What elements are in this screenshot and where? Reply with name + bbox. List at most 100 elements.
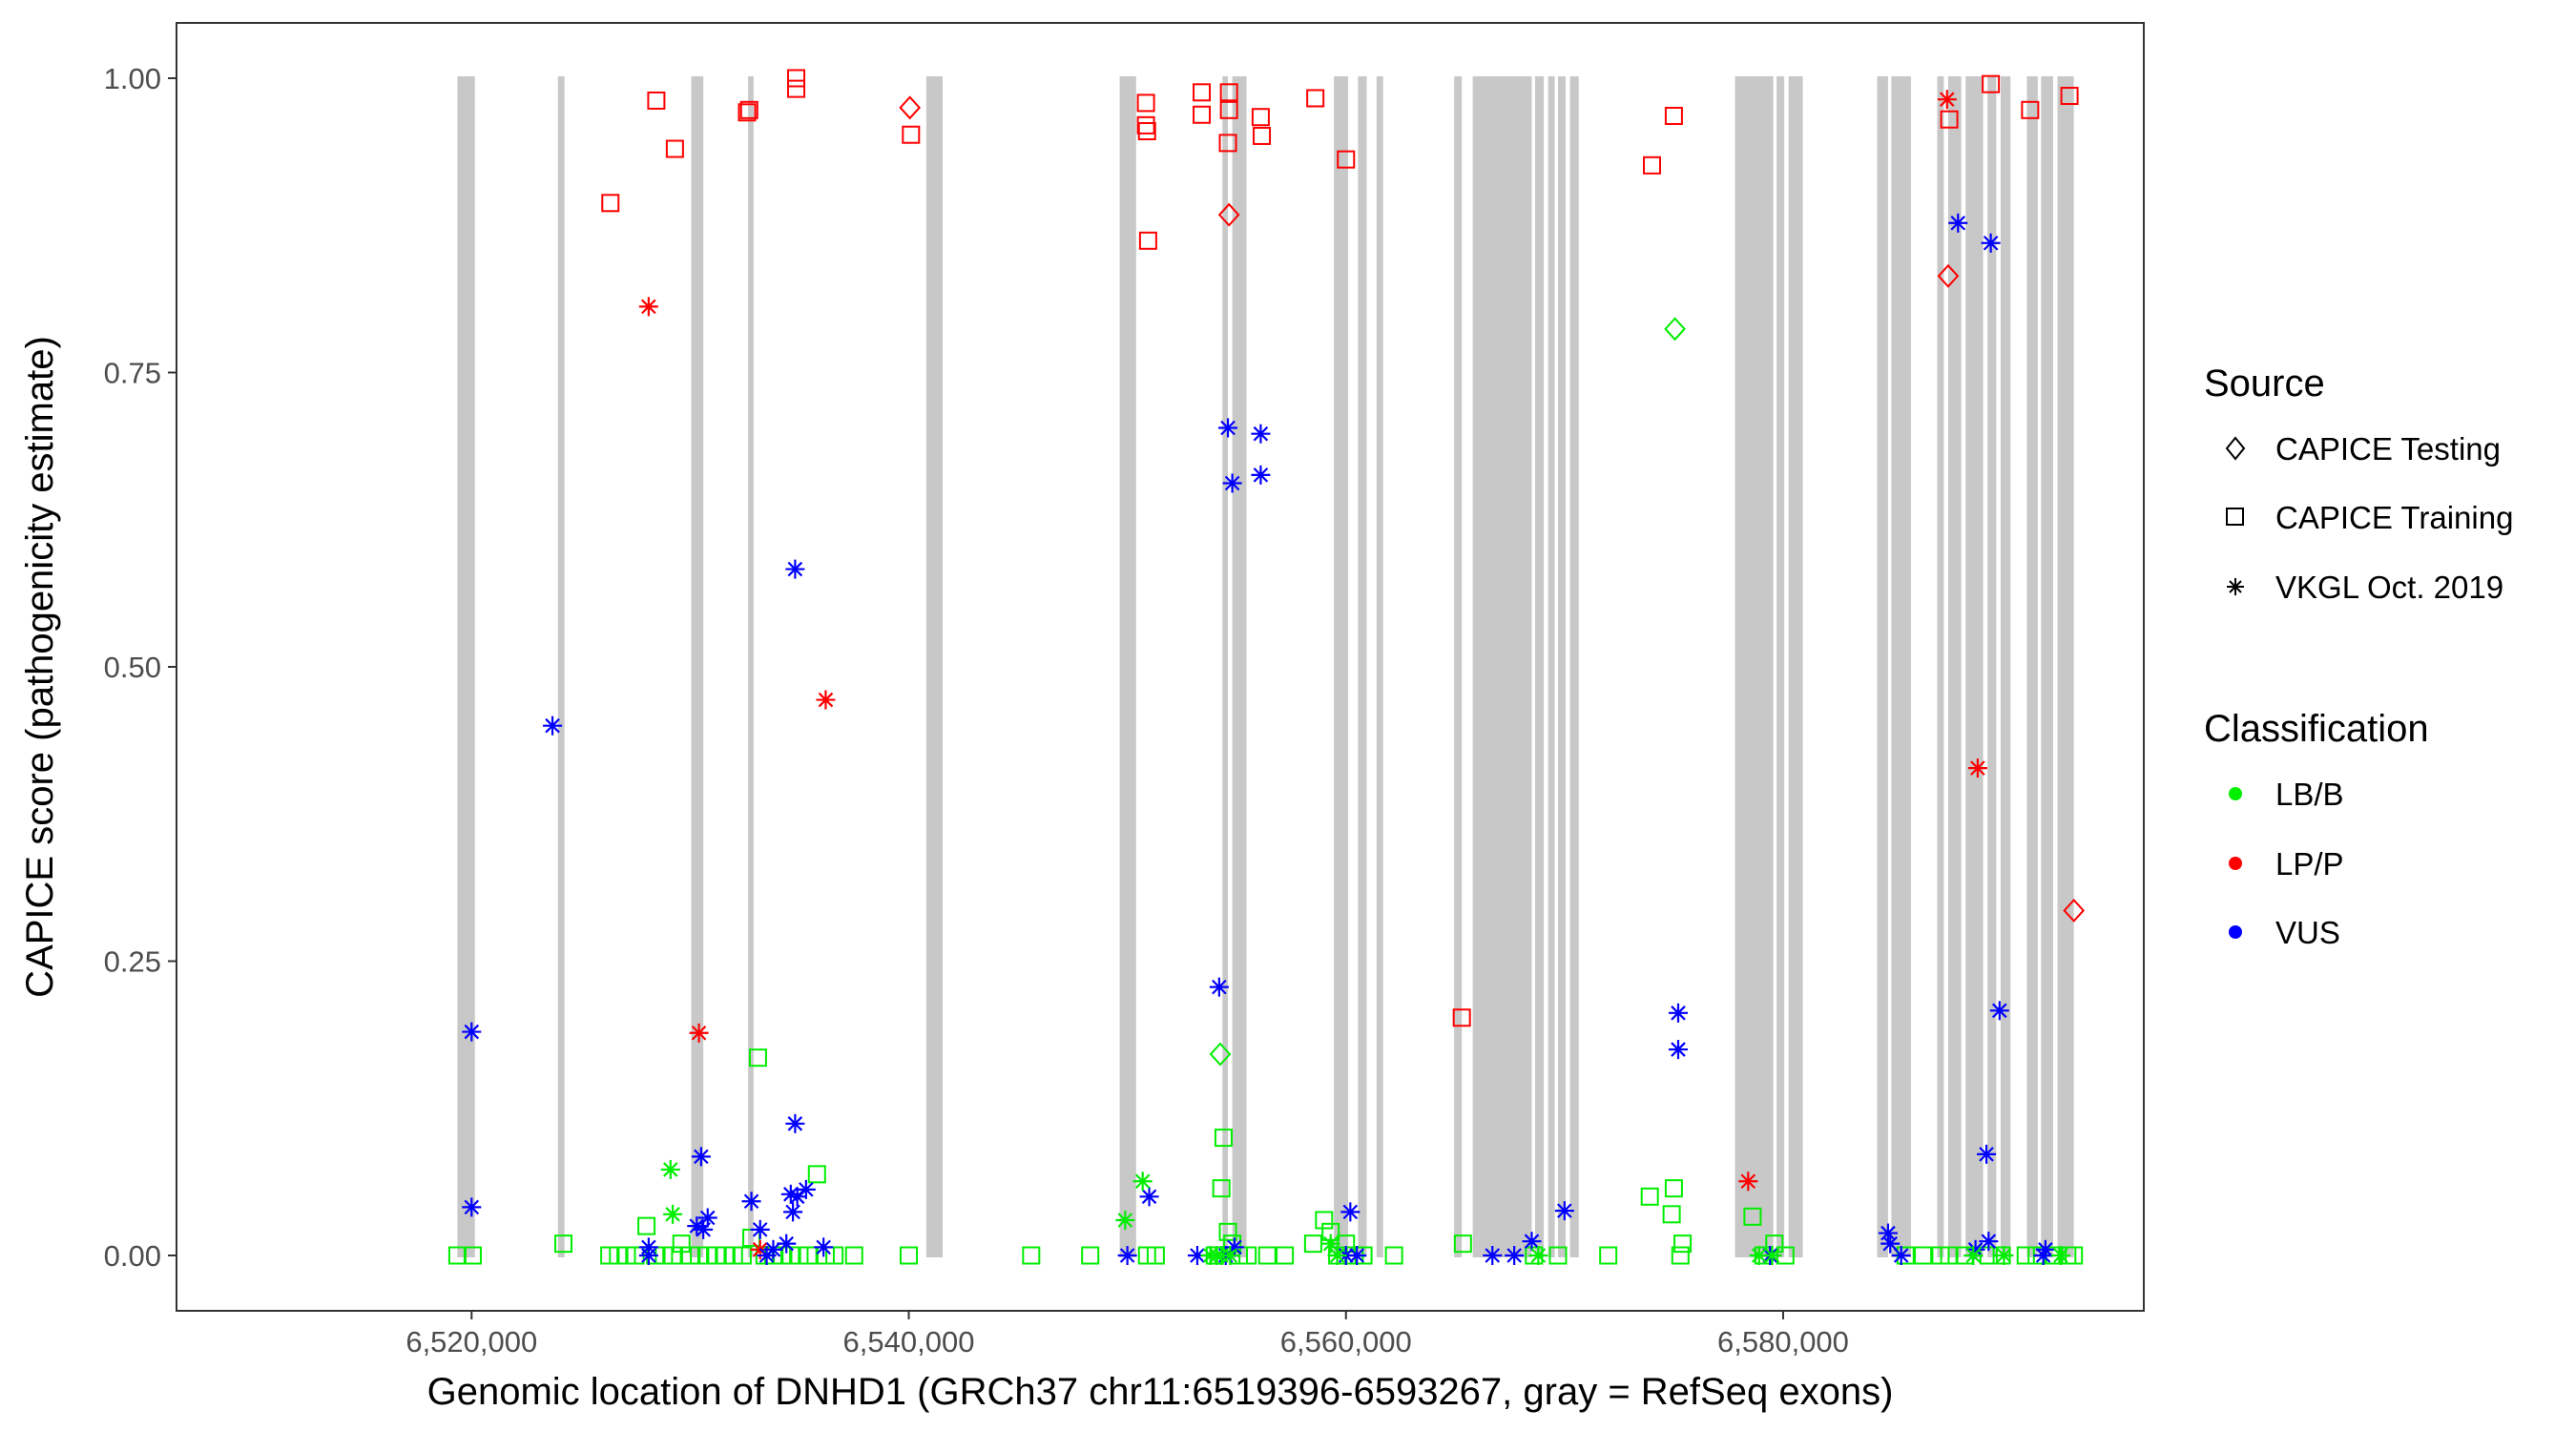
data-point-asterisk — [814, 1237, 834, 1257]
exon-band — [1472, 75, 1532, 1258]
data-point-asterisk — [1937, 90, 1957, 110]
data-point-asterisk — [697, 1208, 717, 1228]
exon-band — [925, 75, 944, 1258]
y-tick-label: 1.00 — [104, 62, 161, 95]
data-point-square — [1671, 1246, 1690, 1265]
y-axis-title: CAPICE score (pathogenicity estimate) — [19, 336, 61, 998]
exon-band — [1358, 75, 1367, 1258]
data-point-asterisk — [660, 1159, 680, 1179]
data-point-asterisk — [785, 1113, 805, 1133]
data-point-square — [1218, 134, 1237, 153]
data-point-asterisk — [1668, 1003, 1688, 1023]
data-point-square — [637, 1216, 656, 1235]
data-point-square — [1136, 93, 1155, 113]
exon-band — [748, 75, 754, 1258]
data-point-asterisk — [1483, 1246, 1503, 1266]
data-point-asterisk — [1738, 1172, 1758, 1192]
y-tick-label: 0.25 — [104, 945, 161, 979]
legend-item-capice-testing: CAPICE Testing — [2225, 431, 2501, 467]
data-point-asterisk — [1891, 1246, 1911, 1266]
legend-item-vkgl: VKGL Oct. 2019 — [2227, 570, 2503, 605]
data-point-asterisk — [1963, 1246, 1984, 1266]
data-point-square — [1743, 1207, 1762, 1226]
data-point-diamond — [899, 95, 922, 120]
data-point-asterisk — [816, 690, 836, 710]
data-point-square — [2060, 87, 2079, 106]
legend-source-label: CAPICE Training — [2275, 500, 2513, 535]
data-point-square — [1138, 231, 1157, 250]
data-point-asterisk — [663, 1204, 683, 1224]
legend-item-capice-training: CAPICE Training — [2226, 500, 2513, 535]
data-point-asterisk — [1505, 1246, 1525, 1266]
data-point-square — [1982, 74, 2001, 93]
data-point-asterisk — [1967, 758, 1987, 778]
exon-band — [1947, 75, 1962, 1258]
data-point-asterisk — [1115, 1210, 1135, 1230]
legend-source-label: VKGL Oct. 2019 — [2275, 570, 2503, 605]
data-point-square — [1219, 83, 1238, 102]
y-tick-label: 0.50 — [104, 651, 161, 684]
legend-class-label: LP/P — [2275, 846, 2344, 881]
data-point-square — [1548, 1246, 1568, 1265]
exon-band — [1548, 75, 1555, 1258]
data-point-square — [1136, 115, 1155, 135]
exon-band — [1534, 75, 1545, 1258]
data-point-square — [1664, 1179, 1683, 1198]
legend-source-label: CAPICE Testing — [2275, 431, 2501, 467]
data-point-asterisk — [462, 1197, 482, 1217]
data-point-square — [1022, 1246, 1041, 1265]
exon-band — [1334, 75, 1349, 1258]
data-point-diamond — [1664, 317, 1686, 342]
exon-band — [1877, 75, 1888, 1258]
data-point-square — [647, 91, 666, 110]
data-point-square — [1276, 1246, 1295, 1265]
data-point-square — [1137, 122, 1156, 141]
data-point-square — [1146, 1246, 1165, 1265]
legend-source-title: Source — [2204, 363, 2325, 404]
data-point-asterisk — [763, 1239, 783, 1259]
data-point-square — [1315, 1211, 1334, 1230]
data-point-asterisk — [1347, 1246, 1367, 1266]
exon-band — [2026, 75, 2038, 1258]
legend-item-lbb: LB/B — [2229, 777, 2344, 812]
exon-band — [2041, 75, 2053, 1258]
exon-band — [1557, 75, 1567, 1258]
x-tick-label: 6,580,000 — [1717, 1325, 1849, 1358]
data-point-square — [1643, 156, 1661, 175]
legend-asterisk-icon — [2227, 578, 2244, 595]
data-point-square — [737, 103, 757, 122]
data-point-asterisk — [638, 1237, 658, 1257]
legend-dot-icon — [2229, 857, 2242, 870]
legend-dot-icon — [2229, 925, 2242, 939]
exon-band — [2057, 75, 2074, 1258]
data-point-square — [902, 125, 921, 144]
data-point-asterisk — [1139, 1187, 1159, 1207]
exon-band — [1376, 75, 1383, 1258]
data-point-asterisk — [1222, 473, 1242, 493]
data-point-square — [844, 1246, 863, 1265]
data-point-square — [554, 1234, 573, 1254]
exon-band — [2000, 75, 2011, 1258]
data-point-asterisk — [1762, 1246, 1782, 1266]
exon-band — [457, 75, 475, 1258]
x-tick-label: 6,540,000 — [843, 1325, 975, 1358]
data-point-asterisk — [1554, 1201, 1574, 1221]
data-point-square — [463, 1246, 482, 1265]
data-point-asterisk — [1522, 1232, 1542, 1252]
data-point-asterisk — [689, 1023, 709, 1043]
data-point-asterisk — [1994, 1246, 2014, 1266]
exon-band — [1776, 75, 1785, 1258]
data-point-square — [825, 1246, 844, 1265]
data-point-asterisk — [638, 297, 658, 317]
exon-band — [1965, 75, 1984, 1258]
legend-classification-title: Classification — [2204, 708, 2429, 750]
data-point-square — [748, 1048, 767, 1068]
data-point-square — [799, 1246, 818, 1265]
exon-band — [1735, 75, 1774, 1258]
data-point-square — [2021, 100, 2040, 119]
legend-item-vus: VUS — [2229, 915, 2340, 950]
data-point-asterisk — [1251, 465, 1271, 485]
legend-dot-icon — [2229, 787, 2242, 800]
data-point-diamond — [1217, 202, 1240, 227]
